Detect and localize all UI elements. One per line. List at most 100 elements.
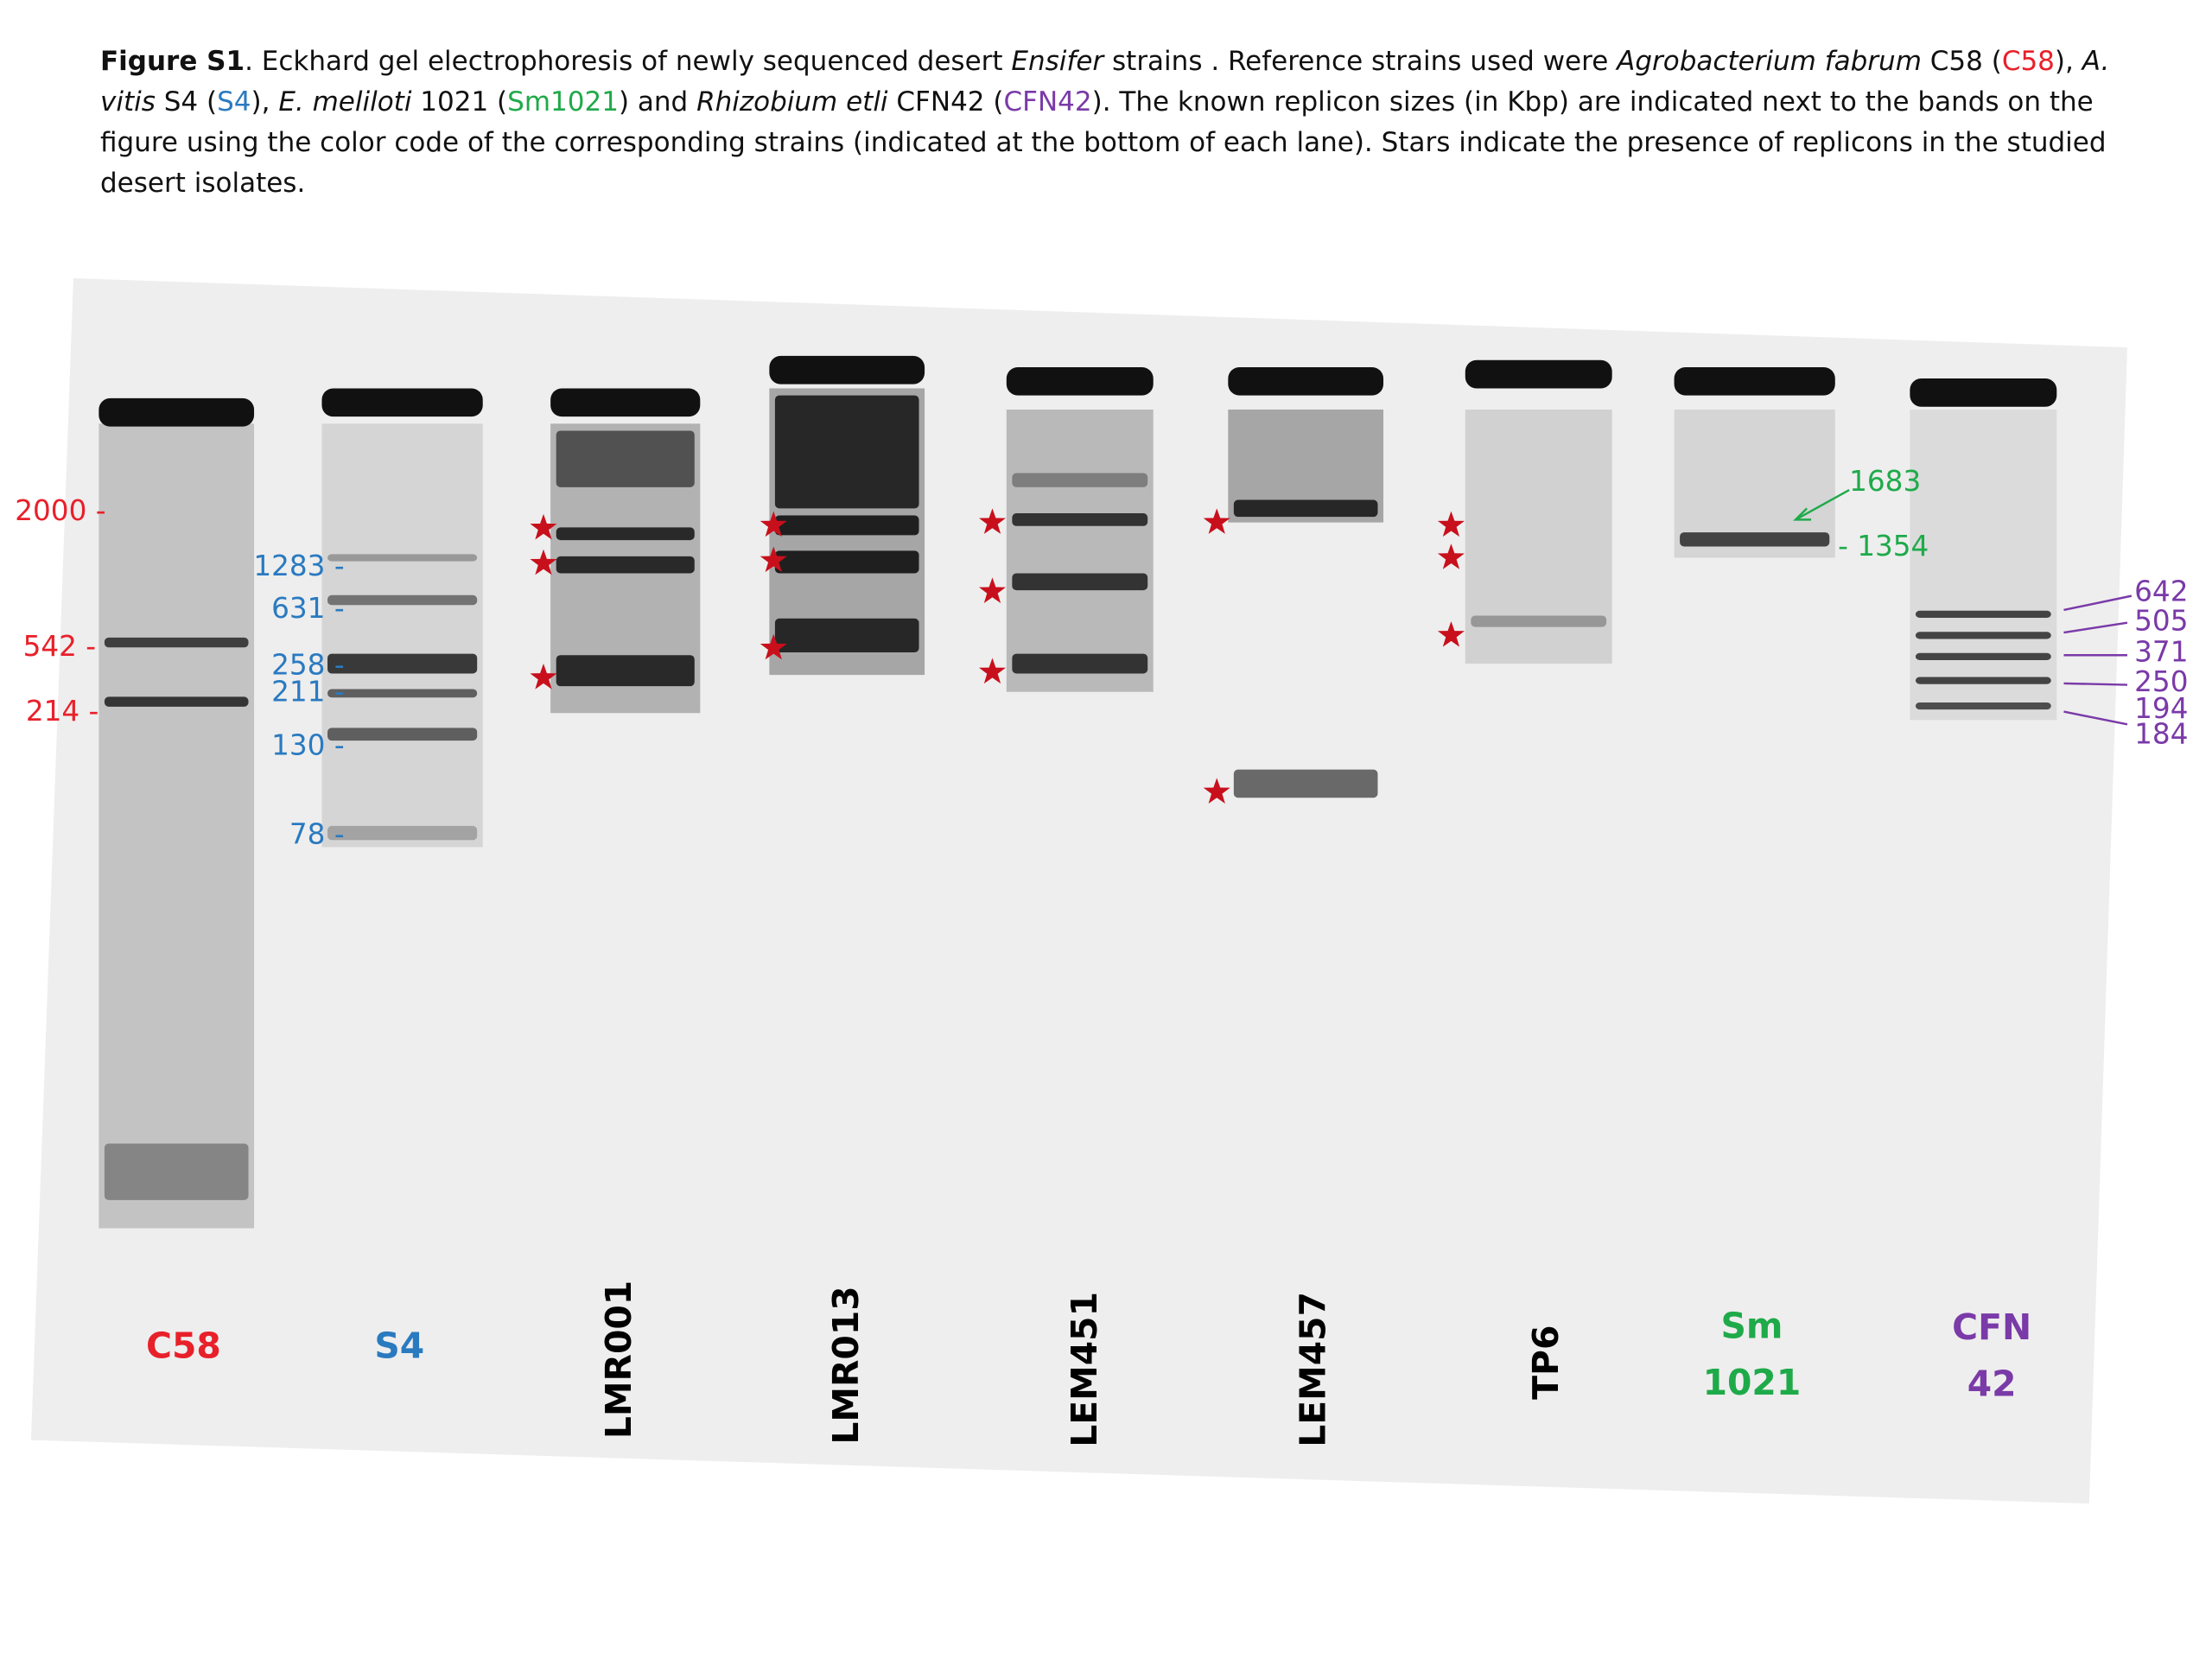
star <box>978 658 1007 684</box>
lane-smear <box>1465 409 1612 664</box>
lane-label: LMR001 <box>598 1281 639 1439</box>
band <box>556 430 695 487</box>
size-marker: 542 - <box>23 630 96 663</box>
band <box>1915 632 2051 639</box>
size-marker: 211 - <box>271 675 345 708</box>
band <box>1012 573 1148 591</box>
gel-background <box>30 278 2127 1504</box>
size-marker: 214 - <box>26 695 99 728</box>
lane-smear <box>1006 409 1154 692</box>
band <box>1012 653 1148 674</box>
band <box>774 395 919 509</box>
band <box>327 554 478 562</box>
lane-label: 42 <box>1967 1363 2017 1404</box>
band <box>1012 513 1148 526</box>
caption-text: E. meliloti <box>278 86 412 118</box>
lane-label: 1021 <box>1703 1362 1802 1403</box>
star <box>978 577 1007 603</box>
size-marker: 2000 - <box>15 494 105 527</box>
star <box>530 664 557 690</box>
size-marker: 371 <box>2134 636 2188 669</box>
size-marker: 250 <box>2134 665 2188 698</box>
star <box>1203 778 1230 804</box>
lane-label: S4 <box>374 1325 424 1366</box>
lane-label: Sm <box>1720 1306 1783 1347</box>
well <box>1465 359 1612 389</box>
star <box>978 508 1007 534</box>
band <box>327 825 478 841</box>
lane-label: TP6 <box>1525 1325 1567 1400</box>
star <box>1203 508 1230 534</box>
band <box>1012 473 1148 487</box>
gel-bands <box>99 355 2057 1229</box>
band <box>104 1143 249 1200</box>
well <box>1006 366 1154 396</box>
band <box>774 550 919 574</box>
caption-text: Agrobacterium fabrum <box>1617 46 1922 77</box>
caption-label: Figure S1 <box>100 46 245 77</box>
star <box>530 549 557 575</box>
caption-text: Sm1021 <box>507 86 619 118</box>
size-marker: 642 <box>2134 575 2188 607</box>
band <box>1233 499 1378 518</box>
caption-text: CFN42 <box>1003 86 1092 118</box>
size-marker: - 1354 <box>1838 530 1929 563</box>
well <box>1910 378 2057 407</box>
replicon-stars <box>530 508 1465 804</box>
lane-label: C58 <box>146 1325 221 1366</box>
caption-text: ), <box>2054 46 2082 77</box>
caption-text: S4 ( <box>155 86 218 118</box>
well <box>99 397 255 427</box>
band <box>1915 702 2051 710</box>
band <box>327 689 478 698</box>
band <box>1915 610 2051 618</box>
caption-text: ). The known replicon sizes (in Kbp) are… <box>100 86 2107 199</box>
band <box>104 696 249 707</box>
band <box>556 655 695 687</box>
star <box>760 633 787 660</box>
size-marker: 130 - <box>271 728 345 761</box>
well <box>1228 366 1384 396</box>
well <box>769 355 925 385</box>
marker-arrow <box>2063 594 2133 612</box>
star <box>760 511 787 537</box>
well <box>1674 366 1835 396</box>
size-marker: 78 - <box>289 817 345 850</box>
band <box>1233 769 1378 798</box>
star <box>1437 621 1465 647</box>
lane-smear <box>321 423 483 848</box>
band <box>327 728 478 741</box>
size-marker: 631 - <box>271 592 345 625</box>
band <box>774 618 919 652</box>
caption-text: A. vitis <box>100 46 2110 118</box>
well <box>321 388 483 417</box>
lane-smear <box>1910 409 2057 721</box>
band <box>1915 677 2051 684</box>
marker-arrows <box>2063 594 2133 726</box>
caption-text: C58 <box>2001 46 2055 77</box>
lane-label: LEM451 <box>1064 1292 1105 1447</box>
band <box>774 515 919 536</box>
caption-text: Ensifer <box>1011 46 1104 77</box>
well <box>550 388 701 417</box>
size-marker: 258 - <box>271 648 345 681</box>
lane-label: LEM457 <box>1293 1292 1334 1447</box>
band <box>1915 652 2051 660</box>
caption-text: S4 <box>217 86 251 118</box>
lane-label: CFN <box>1952 1306 2031 1348</box>
marker-arrow <box>1795 489 1850 521</box>
caption-text: ) and <box>618 86 697 118</box>
band <box>556 527 695 541</box>
band <box>1680 532 1830 547</box>
caption-text: ), <box>251 86 279 118</box>
lane-label: LMR013 <box>825 1286 867 1444</box>
caption-text: . Eckhard gel electrophoresis of newly s… <box>245 46 1012 77</box>
star <box>1437 511 1465 537</box>
marker-arrow <box>2063 710 2128 726</box>
band <box>1471 615 1607 627</box>
size-marker: 1683 <box>1849 465 1921 498</box>
band <box>327 594 478 606</box>
size-marker: 1283 - <box>253 550 344 582</box>
